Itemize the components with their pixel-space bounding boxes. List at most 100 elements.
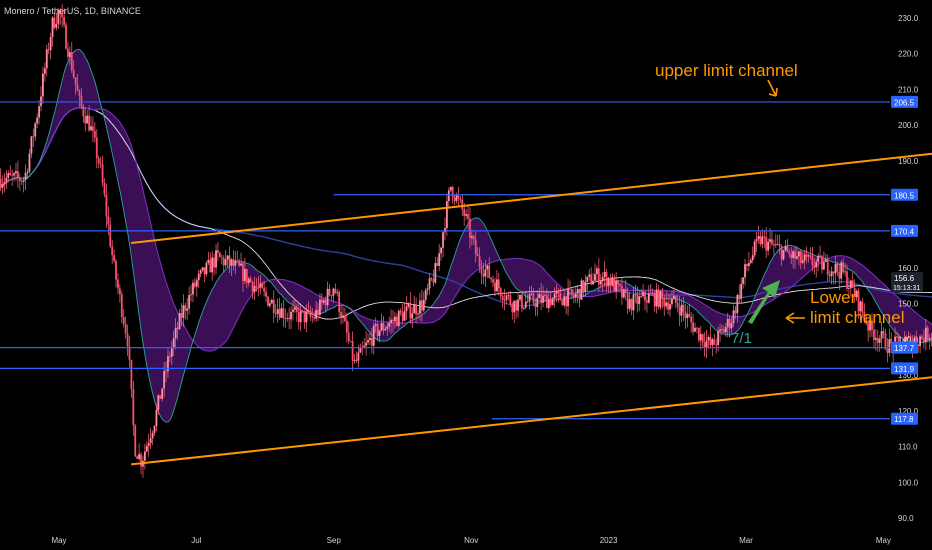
candle-body bbox=[738, 294, 741, 299]
candle-body bbox=[199, 270, 202, 274]
candle-body bbox=[149, 438, 152, 443]
candle-body bbox=[867, 323, 870, 331]
candle-body bbox=[930, 337, 932, 339]
candle-body bbox=[526, 301, 529, 303]
candle-body bbox=[172, 338, 175, 348]
candle-body bbox=[555, 292, 558, 294]
x-tick-label: 2023 bbox=[600, 536, 618, 545]
x-tick-label: May bbox=[51, 536, 66, 545]
candle-body bbox=[218, 252, 221, 258]
candle-body bbox=[455, 195, 458, 201]
candle-body bbox=[384, 328, 387, 331]
candle-body bbox=[805, 254, 808, 257]
x-tick-label: Jul bbox=[191, 536, 201, 545]
candle-body bbox=[549, 298, 552, 306]
candle-body bbox=[347, 332, 350, 342]
candle-body bbox=[871, 320, 873, 330]
candle-body bbox=[459, 198, 462, 200]
candle-body bbox=[874, 338, 877, 340]
candles bbox=[0, 4, 932, 478]
candle-body bbox=[674, 295, 677, 303]
candle-body bbox=[697, 328, 700, 341]
candle-body bbox=[394, 316, 396, 322]
candle-body bbox=[267, 296, 269, 306]
candle-body bbox=[713, 339, 716, 345]
candle-body bbox=[492, 279, 494, 283]
candle-body bbox=[155, 409, 158, 427]
candle-body bbox=[111, 246, 114, 256]
candle-body bbox=[86, 115, 89, 124]
candle-body bbox=[92, 126, 94, 131]
candle-body bbox=[220, 257, 223, 258]
candle-body bbox=[76, 84, 79, 92]
candle-body bbox=[147, 442, 150, 446]
candle-body bbox=[715, 344, 718, 346]
candle-body bbox=[372, 325, 375, 346]
candle-body bbox=[90, 126, 92, 131]
candle-body bbox=[913, 338, 916, 343]
candle-body bbox=[88, 115, 90, 131]
candle-body bbox=[184, 305, 187, 311]
candle-body bbox=[497, 279, 500, 289]
candle-body bbox=[532, 293, 535, 304]
candle-body bbox=[334, 288, 337, 294]
candle-body bbox=[609, 277, 612, 286]
candle-body bbox=[257, 287, 260, 289]
candle-body bbox=[647, 293, 650, 303]
candle-body bbox=[869, 320, 871, 331]
candle-body bbox=[78, 91, 81, 96]
candle-body bbox=[476, 254, 479, 257]
candle-body bbox=[407, 303, 410, 307]
candle-body bbox=[107, 216, 110, 225]
candle-body bbox=[524, 301, 527, 308]
candle-body bbox=[176, 327, 179, 330]
candle-body bbox=[420, 300, 423, 311]
candle-body bbox=[367, 340, 369, 343]
candle-body bbox=[724, 327, 727, 333]
candle-body bbox=[628, 299, 631, 309]
candle-body bbox=[846, 271, 848, 289]
candle-body bbox=[484, 269, 487, 277]
candle-body bbox=[572, 294, 575, 298]
candle-body bbox=[18, 177, 21, 181]
bullish-arrow-icon bbox=[748, 280, 780, 324]
candle-body bbox=[776, 244, 779, 246]
candle-body bbox=[445, 201, 448, 229]
candle-body bbox=[470, 236, 473, 239]
candle-body bbox=[722, 329, 725, 333]
candle-body bbox=[401, 312, 404, 321]
candle-body bbox=[686, 313, 689, 319]
candle-body bbox=[678, 306, 681, 316]
candle-body bbox=[815, 261, 818, 268]
candle-body bbox=[644, 292, 646, 301]
candle-body bbox=[703, 342, 706, 348]
candle-body bbox=[163, 370, 166, 389]
candle-body bbox=[278, 309, 281, 318]
candle-body bbox=[122, 317, 125, 325]
candle-body bbox=[47, 49, 50, 51]
candle-body bbox=[49, 37, 52, 51]
candle-body bbox=[193, 282, 196, 287]
candle-body bbox=[284, 318, 287, 320]
candle-body bbox=[303, 310, 306, 323]
candle-body bbox=[222, 257, 225, 266]
candle-body bbox=[215, 250, 217, 268]
candle-body bbox=[124, 324, 127, 334]
candle-body bbox=[226, 255, 229, 260]
candle-body bbox=[851, 280, 854, 288]
y-tick-label: 100.0 bbox=[898, 478, 919, 487]
candle-body bbox=[195, 280, 198, 287]
candle-body bbox=[855, 290, 858, 298]
candle-body bbox=[353, 360, 356, 362]
candle-body bbox=[661, 291, 664, 298]
candle-body bbox=[161, 388, 164, 399]
y-tick-label: 210.0 bbox=[898, 85, 919, 94]
candle-body bbox=[495, 279, 498, 292]
candle-body bbox=[501, 296, 504, 301]
candle-body bbox=[280, 308, 283, 318]
candle-body bbox=[655, 289, 658, 307]
candle-body bbox=[447, 190, 450, 202]
candle-body bbox=[417, 313, 419, 315]
lower-channel-label-line1: Lower bbox=[810, 288, 857, 307]
